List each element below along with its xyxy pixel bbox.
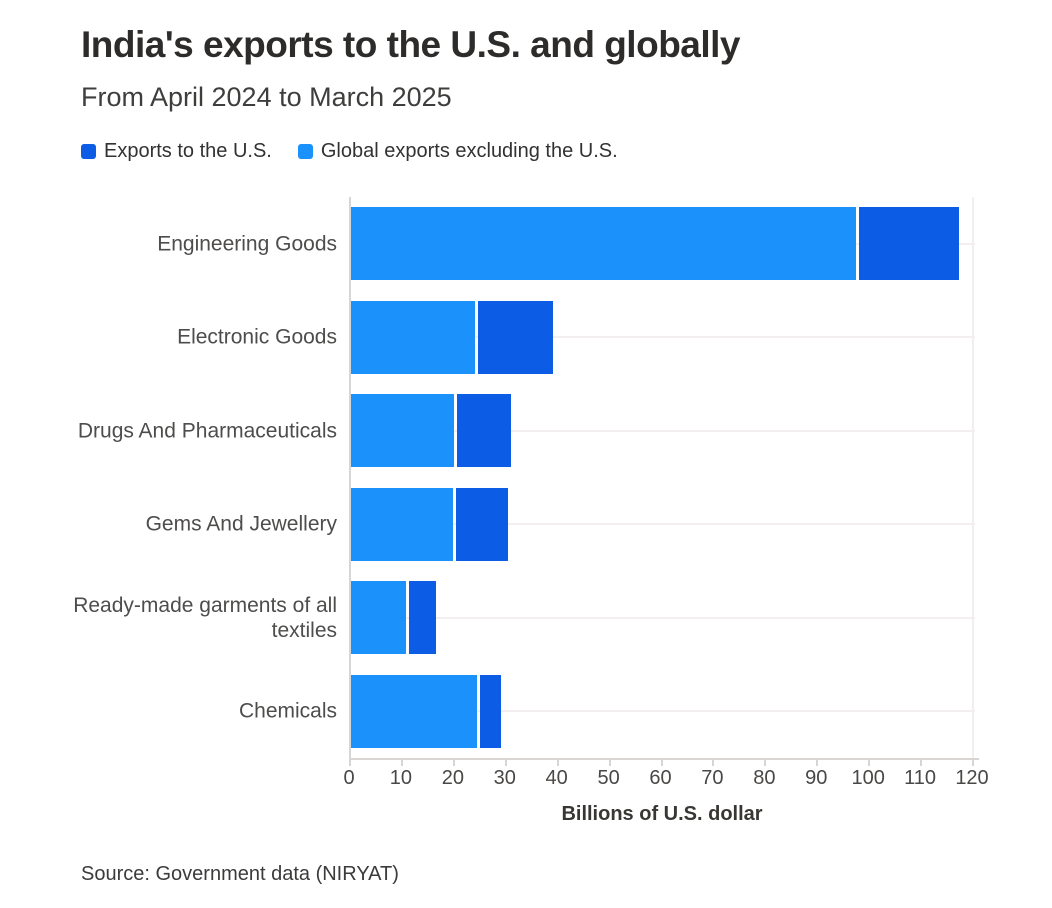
y-axis-line — [349, 197, 351, 758]
bar-segment-global-exports — [350, 581, 406, 655]
x-axis-tick — [868, 758, 871, 766]
bar-segment-global-exports — [350, 487, 453, 561]
bar-row — [350, 581, 437, 655]
x-axis-tick — [972, 758, 974, 766]
legend-swatch-exports-us-icon — [81, 144, 96, 159]
x-axis-tick-label: 0 — [343, 767, 355, 789]
x-axis-line — [349, 758, 979, 760]
gridline — [349, 710, 975, 713]
legend-item-exports-us: Exports to the U.S. — [81, 140, 272, 163]
bar-row — [350, 207, 959, 281]
bar-row — [350, 487, 508, 561]
x-axis-tick — [660, 758, 663, 766]
gridline — [349, 429, 975, 432]
bar-segment-exports-us — [455, 487, 508, 561]
gridline — [349, 336, 975, 339]
bar-row — [350, 394, 512, 468]
x-axis-title: Billions of U.S. dollar — [561, 803, 763, 825]
category-label: Ready-made garments of all textiles — [73, 593, 337, 642]
legend-label-exports-us: Exports to the U.S. — [104, 140, 272, 162]
gridline-vertical — [972, 197, 974, 758]
legend-swatch-global-exports-icon — [297, 144, 313, 159]
category-label: Engineering Goods — [157, 232, 337, 256]
x-axis-tick — [400, 758, 403, 766]
page-subtitle: From April 2024 to March 2025 — [81, 82, 452, 112]
x-axis-tick-label: 50 — [597, 767, 620, 789]
bar-segment-global-exports — [350, 674, 478, 748]
legend-item-global-exports: Global exports excluding the U.S. — [297, 140, 618, 163]
bar-segment-exports-us — [859, 207, 959, 281]
bar-row — [350, 300, 553, 374]
gridline — [349, 523, 975, 526]
x-axis-tick-label: 20 — [441, 767, 464, 789]
bar-row — [350, 674, 501, 748]
gridline — [349, 616, 975, 619]
x-axis-tick-label: 100 — [851, 767, 885, 789]
x-axis-tick-label: 70 — [701, 767, 724, 789]
x-axis-tick — [556, 758, 559, 766]
page-title: India's exports to the U.S. and globally — [81, 24, 741, 65]
x-axis-tick-label: 90 — [805, 767, 828, 789]
bar-segment-exports-us — [456, 394, 512, 468]
x-axis-tick-label: 80 — [753, 767, 776, 789]
category-label: Gems And Jewellery — [145, 512, 337, 536]
legend-label-global-exports: Global exports excluding the U.S. — [320, 140, 618, 162]
x-axis-tick — [712, 758, 715, 766]
x-axis-tick — [452, 758, 455, 766]
bar-segment-exports-us — [477, 300, 553, 374]
x-axis-tick — [920, 758, 923, 766]
source-note: Source: Government data (NIRYAT) — [81, 863, 399, 885]
x-axis-tick — [608, 758, 611, 766]
x-axis-tick — [764, 758, 767, 766]
bar-segment-global-exports — [350, 300, 475, 374]
category-label: Chemicals — [238, 699, 337, 723]
legend: Exports to the U.S. Global exports exclu… — [81, 140, 644, 163]
x-axis-tick-label: 10 — [389, 767, 413, 789]
category-label: Electronic Goods — [177, 325, 337, 349]
x-axis-tick — [349, 758, 351, 766]
x-axis-tick — [504, 758, 507, 766]
category-label: Drugs And Pharmaceuticals — [77, 419, 337, 443]
bar-segment-global-exports — [350, 207, 857, 281]
bar-segment-exports-us — [480, 674, 501, 748]
x-axis-tick-label: 120 — [955, 767, 989, 789]
x-axis-tick-label: 40 — [545, 767, 568, 789]
bar-segment-global-exports — [350, 394, 454, 468]
bar-segment-exports-us — [408, 581, 437, 655]
x-axis-tick-label: 30 — [493, 767, 516, 789]
x-axis-tick-label: 110 — [904, 767, 937, 789]
x-axis-tick-label: 60 — [649, 767, 672, 789]
x-axis-tick — [816, 758, 819, 766]
